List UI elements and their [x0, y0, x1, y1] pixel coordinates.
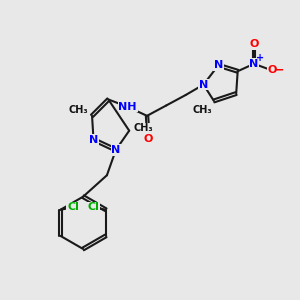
Text: N: N — [249, 59, 259, 69]
Text: Cl: Cl — [87, 202, 99, 212]
Text: CH₃: CH₃ — [134, 123, 153, 133]
Text: N: N — [199, 80, 208, 90]
Text: CH₃: CH₃ — [69, 106, 88, 116]
Text: N: N — [214, 60, 223, 70]
Text: −: − — [274, 64, 284, 77]
Text: NH: NH — [118, 102, 137, 112]
Text: +: + — [256, 53, 264, 63]
Text: Cl: Cl — [67, 202, 79, 212]
Text: N: N — [89, 135, 98, 145]
Text: N: N — [111, 145, 120, 155]
Text: O: O — [144, 134, 153, 144]
Text: CH₃: CH₃ — [192, 105, 212, 115]
Text: O: O — [249, 40, 259, 50]
Text: O: O — [267, 65, 277, 75]
